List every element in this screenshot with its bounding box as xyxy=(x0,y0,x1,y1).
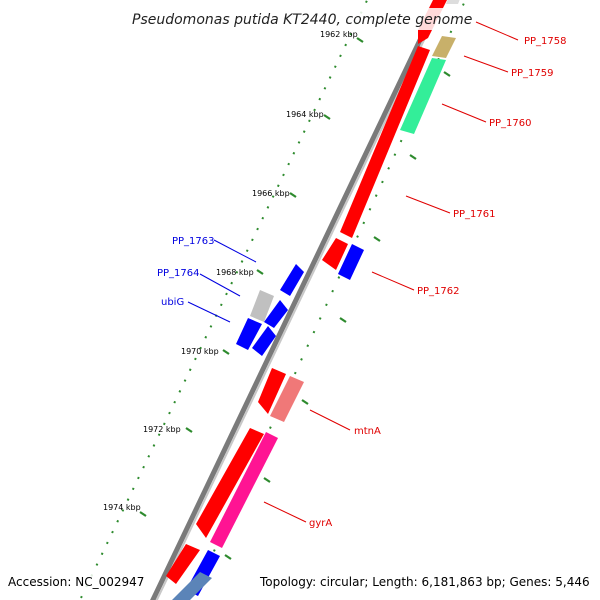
gene-pp1758-tail[interactable] xyxy=(446,0,462,4)
title-backdrop xyxy=(128,8,472,30)
leader-pp1760 xyxy=(441,103,487,123)
inner-ring-tick xyxy=(443,71,451,77)
scale-major-ticks xyxy=(139,37,364,517)
gene-label[interactable]: PP_1763 xyxy=(172,236,215,247)
scale-tick xyxy=(139,511,147,517)
inner-ring-ticks xyxy=(224,71,451,560)
map-title: Pseudomonas putida KT2440, complete geno… xyxy=(132,12,472,28)
scale-label: 1964 kbp xyxy=(286,110,324,119)
gene-red-block-2[interactable] xyxy=(166,544,200,584)
genome-backbone xyxy=(150,0,442,600)
scale-label: 1962 kbp xyxy=(320,30,358,39)
scale-label: 1970 kbp xyxy=(181,347,219,356)
gene-label[interactable]: gyrA xyxy=(309,518,332,529)
gene-label[interactable]: PP_1759 xyxy=(511,68,554,79)
genome-summary-text: Topology: circular; Length: 6,181,863 bp… xyxy=(259,575,590,589)
scale-label: 1974 kbp xyxy=(103,503,141,512)
gene-pp1760[interactable] xyxy=(400,58,446,134)
scale-tick xyxy=(222,349,230,355)
leader-pp1762 xyxy=(371,271,415,291)
leader-pp1758 xyxy=(475,21,519,41)
scale-tick xyxy=(289,192,297,198)
gene-mtnA[interactable] xyxy=(270,376,304,422)
scale-tick xyxy=(185,427,193,433)
reverse-strand-genes xyxy=(236,264,304,356)
leader-pp1763 xyxy=(213,239,257,263)
leader-pp1764 xyxy=(199,273,241,297)
footer-backdrop-left xyxy=(4,572,154,592)
gene-label[interactable]: PP_1761 xyxy=(453,209,496,220)
gene-label[interactable]: mtnA xyxy=(354,426,381,437)
accession-text: Accession: NC_002947 xyxy=(8,575,144,589)
gene-label[interactable]: PP_1760 xyxy=(489,118,532,129)
gene-label[interactable]: ubiG xyxy=(161,297,184,308)
gene-pp1762[interactable] xyxy=(338,244,364,280)
leader-ubiG xyxy=(187,301,231,323)
label-leaders xyxy=(187,21,519,523)
scale-tick xyxy=(323,114,331,120)
footer-backdrop-right xyxy=(256,572,596,592)
scale-label: 1968 kbp xyxy=(216,268,254,277)
inner-ring-tick xyxy=(373,236,381,242)
scale-label: 1972 kbp xyxy=(143,425,181,434)
scale-label: 1966 kbp xyxy=(252,189,290,198)
gene-red-block-1[interactable] xyxy=(196,428,264,538)
gene-label[interactable]: PP_1758 xyxy=(524,36,567,47)
gene-ubiG[interactable] xyxy=(236,318,262,350)
gene-label[interactable]: PP_1762 xyxy=(417,286,460,297)
scale-tick xyxy=(256,269,264,275)
scale-tick xyxy=(356,37,364,43)
gene-steel-block[interactable] xyxy=(172,572,212,600)
gene-pp1761[interactable] xyxy=(340,46,430,238)
forward-strand-genes xyxy=(166,0,462,600)
gene-gyrA[interactable] xyxy=(210,432,278,548)
gene-pp1762-red[interactable] xyxy=(322,238,348,270)
gene-pp1764-gray[interactable] xyxy=(250,290,274,322)
inner-ring-tick xyxy=(263,477,271,483)
gene-pp1764[interactable] xyxy=(264,300,288,328)
gene-mtnA-red[interactable] xyxy=(258,368,286,414)
gene-pp1759[interactable] xyxy=(432,36,456,58)
gene-ubiG-2[interactable] xyxy=(252,326,276,356)
inner-ring-tick xyxy=(409,154,417,160)
gene-pp1763[interactable] xyxy=(280,264,304,296)
leader-pp1759 xyxy=(463,55,509,73)
gene-label[interactable]: PP_1764 xyxy=(157,268,200,279)
inner-ring-tick xyxy=(301,399,309,405)
inner-ring-tick xyxy=(224,554,232,560)
inner-ring-tick xyxy=(339,317,347,323)
leader-gyrA xyxy=(263,501,307,523)
leader-mtnA xyxy=(309,409,351,431)
leader-pp1761 xyxy=(405,195,451,214)
